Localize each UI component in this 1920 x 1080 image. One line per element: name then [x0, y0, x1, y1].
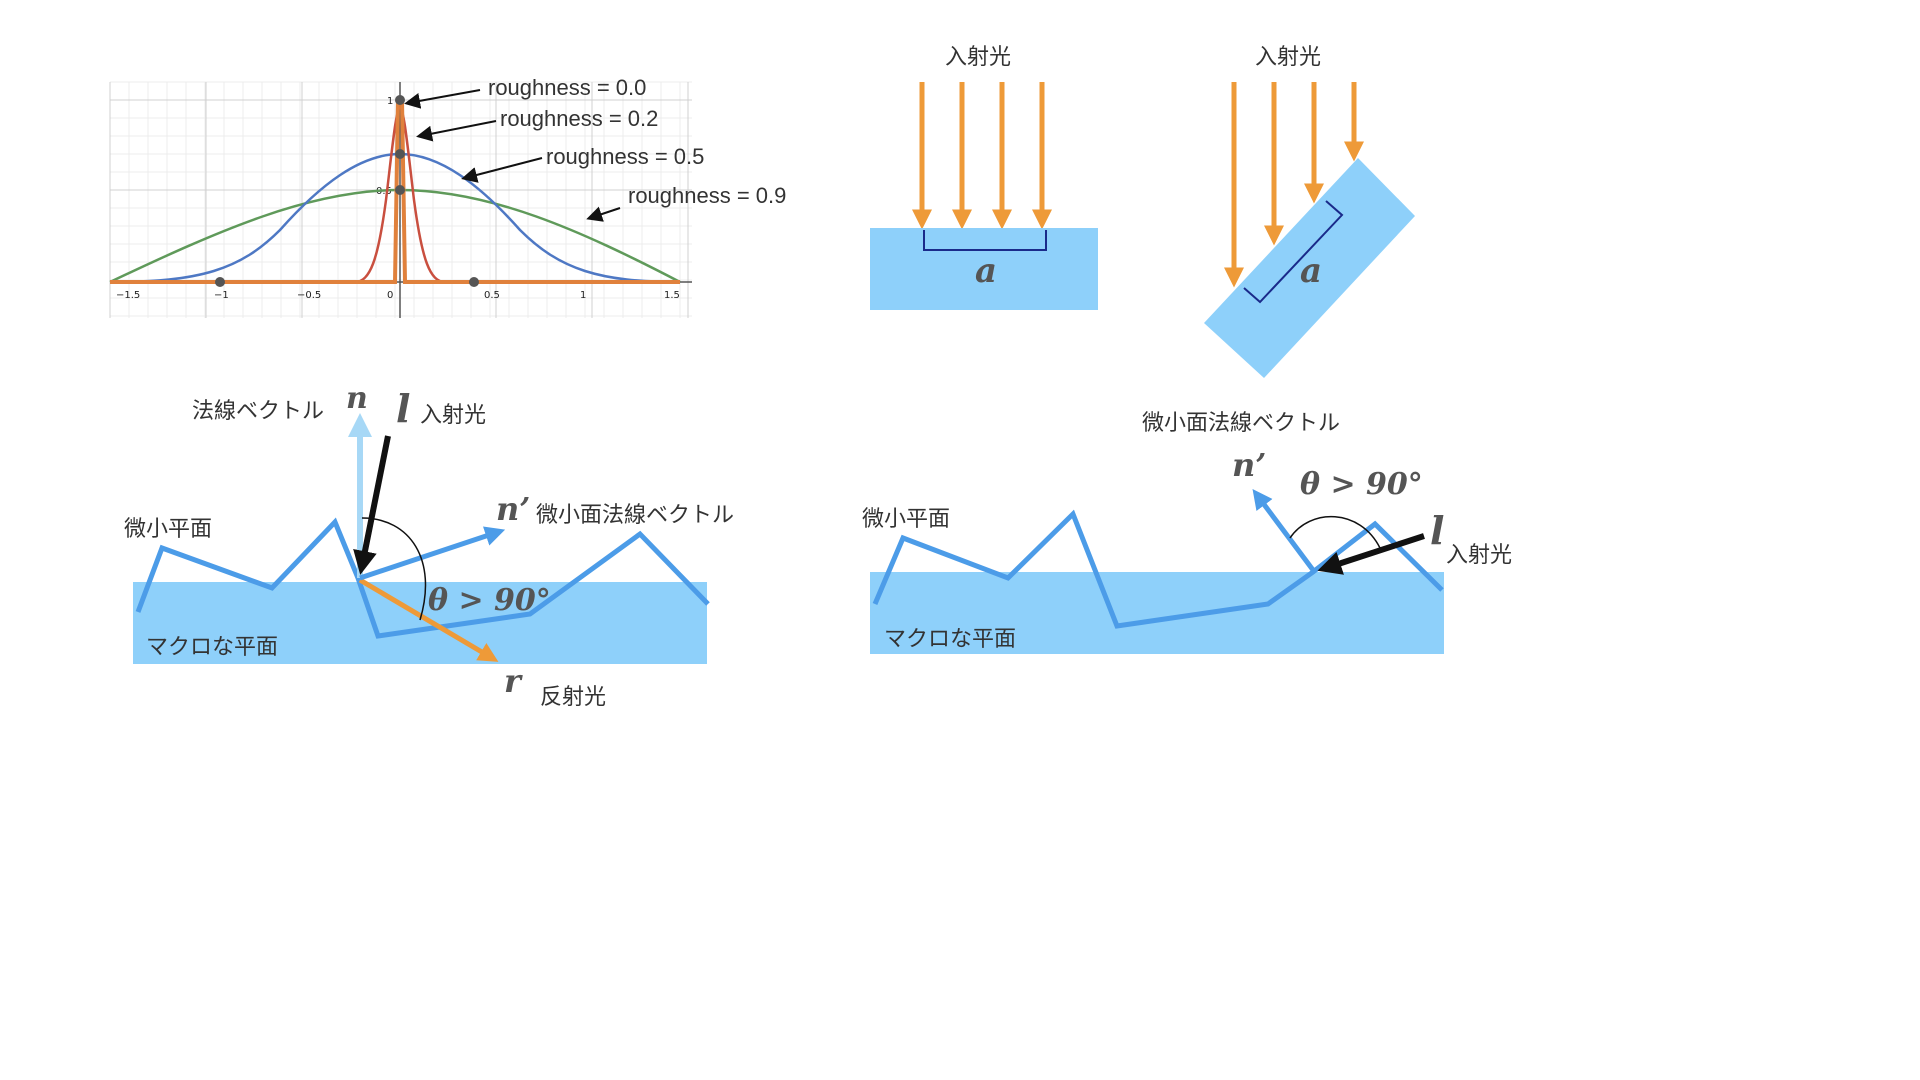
- incident-light-label: 入射光: [945, 45, 1011, 70]
- surface-block: [870, 228, 1098, 310]
- graph-point: [395, 149, 405, 159]
- angle-label: θ > 90°: [428, 583, 551, 618]
- pointer-arrow: [416, 120, 497, 142]
- area-bracket: [923, 230, 1047, 251]
- micro-normal-vector: [1252, 488, 1316, 572]
- area-bracket: [1243, 200, 1344, 304]
- angle-arc: [361, 517, 427, 621]
- curve-label: roughness = 0.0: [488, 75, 646, 100]
- angle-label: θ > 90°: [1300, 467, 1423, 502]
- light-label: 入射光: [420, 403, 486, 428]
- x-tick-label: 0.5: [484, 290, 500, 301]
- curve-label: roughness = 0.9: [628, 183, 786, 208]
- macro-surface: [870, 572, 1444, 654]
- x-tick-label: 0: [387, 290, 393, 301]
- micro-normal-label: 微小面法線ベクトル: [536, 503, 734, 528]
- x-tick-label: 1: [580, 290, 586, 301]
- normal-symbol: n: [346, 381, 368, 416]
- curve-label: roughness = 0.2: [500, 106, 658, 131]
- graph-point: [395, 185, 405, 195]
- macro-surface-label: マクロな平面: [146, 635, 278, 660]
- incident-vector: [353, 435, 391, 575]
- area-symbol: a: [975, 251, 997, 291]
- macro-surface-label: マクロな平面: [884, 627, 1016, 652]
- distribution-graph: −1.5 −1 −0.5 0 0.5 1 1.5 1 0.5 roughness…: [109, 75, 786, 318]
- light-label: 入射光: [1446, 543, 1512, 568]
- area-diagram-flat: 入射光 a: [870, 45, 1098, 310]
- x-tick-label: −1.5: [116, 290, 140, 301]
- micro-surface-label: 微小平面: [862, 507, 950, 532]
- micro-surface-label: 微小平面: [124, 517, 212, 542]
- micro-normal-symbol: n’: [1232, 446, 1266, 484]
- graph-point: [469, 277, 479, 287]
- graph-point: [215, 277, 225, 287]
- curve-label: roughness = 0.5: [546, 144, 704, 169]
- x-tick-label: 1.5: [664, 290, 680, 301]
- reflect-label: 反射光: [540, 685, 606, 710]
- graph-point: [395, 95, 405, 105]
- micro-normal-vector: [359, 526, 506, 581]
- x-tick-label: −1: [214, 290, 229, 301]
- microfacet-diagram-right: 微小面法線ベクトル n’ θ > 90° l 入射光 微小平面 マクロな平面: [862, 411, 1512, 654]
- normal-label: 法線ベクトル: [192, 399, 324, 424]
- pointer-arrow: [461, 157, 543, 183]
- reflect-symbol: r: [504, 662, 523, 700]
- macro-surface: [133, 582, 707, 664]
- reflect-vector: [358, 577, 499, 662]
- light-symbol: l: [396, 386, 410, 431]
- microfacet-diagram-left: n 法線ベクトル l 入射光 n’ 微小面法線ベクトル 微小平面 θ > 90°…: [124, 381, 734, 710]
- micro-normal-label: 微小面法線ベクトル: [1142, 411, 1340, 436]
- light-symbol: l: [1430, 508, 1444, 553]
- incident-vector: [1317, 533, 1425, 575]
- incident-light-label: 入射光: [1255, 45, 1321, 70]
- area-diagram-tilted: 入射光 a: [1204, 45, 1415, 378]
- surface-block: [1204, 158, 1415, 378]
- pointer-arrow: [586, 206, 621, 222]
- micro-surface-line: [872, 509, 1444, 629]
- y-tick-label: 1: [387, 96, 393, 107]
- area-symbol: a: [1300, 251, 1322, 291]
- pointer-arrow: [404, 89, 481, 109]
- curve-roughness-0.2: [110, 106, 680, 284]
- x-tick-label: −0.5: [297, 290, 321, 301]
- micro-normal-symbol: n’: [496, 490, 530, 528]
- angle-arc: [1289, 516, 1381, 549]
